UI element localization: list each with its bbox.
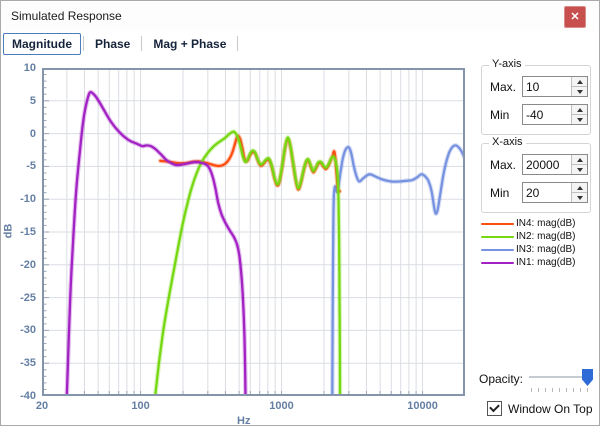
checkbox-icon [487, 401, 502, 416]
side-panel: Y-axis Max. Min [471, 55, 599, 425]
checkmark-icon [489, 401, 500, 413]
x-min-input[interactable] [523, 183, 571, 202]
tab-separator [237, 36, 239, 51]
y-max-decrement-button[interactable] [572, 87, 587, 96]
y-min-increment-button[interactable] [572, 105, 587, 115]
y-tick-label: 5 [29, 94, 36, 107]
y-min-spinbox [522, 104, 588, 125]
slider-thumb[interactable] [582, 369, 594, 386]
y-min-decrement-button[interactable] [572, 115, 587, 124]
y-tick-label: -10 [20, 193, 36, 206]
x-min-label: Min [490, 185, 510, 200]
x-tick-label: 20 [35, 400, 49, 412]
legend-label: IN4: mag(dB) [516, 218, 576, 229]
legend-line-swatch [481, 222, 514, 225]
x-tick-label: 10000 [407, 400, 438, 412]
y-min-label: Min [490, 107, 510, 122]
y-max-increment-button[interactable] [572, 77, 587, 87]
x-tick-label: 100 [131, 400, 150, 412]
y-tick-label: -30 [20, 324, 36, 337]
close-button[interactable]: ✕ [564, 6, 586, 28]
y-max-spinbox [522, 76, 588, 97]
legend: IN4: mag(dB) IN2: mag(dB) IN3: mag(dB) I… [481, 217, 597, 269]
tab-mag-phase[interactable]: Mag + Phase [153, 36, 227, 51]
tab-magnitude[interactable]: Magnitude [3, 32, 81, 55]
down-arrow-icon [576, 117, 583, 122]
x-tick-label: 1000 [269, 400, 294, 412]
legend-item: IN4: mag(dB) [481, 217, 597, 230]
y-tick-label: -25 [20, 291, 36, 304]
y-tick-label: -35 [20, 357, 36, 370]
x-max-spinbox [522, 154, 588, 175]
legend-label: IN3: mag(dB) [516, 244, 576, 255]
x-axis-groupbox: X-axis Max. Min [481, 136, 591, 213]
chart: dB Hz 10 5 0 -5 -10 -15 -20 -25 -30 -35 -40 20 100 10… [1, 55, 471, 426]
legend-label: IN1: mag(dB) [516, 257, 576, 268]
y-tick-label: -5 [26, 160, 36, 173]
slider-track[interactable] [529, 376, 594, 378]
down-arrow-icon [576, 167, 583, 172]
legend-item: IN2: mag(dB) [481, 230, 597, 243]
up-arrow-icon [576, 79, 583, 84]
legend-line-swatch [481, 261, 514, 264]
y-max-input[interactable] [523, 77, 571, 96]
x-axis-group-title: X-axis [489, 136, 526, 148]
down-arrow-icon [576, 195, 583, 200]
legend-item: IN1: mag(dB) [481, 256, 597, 269]
title-bar: Simulated Response ✕ [1, 1, 599, 31]
y-tick-label: -40 [20, 390, 36, 402]
x-axis-title: Hz [237, 415, 251, 426]
tab-bar: Magnitude Phase Mag + Phase [3, 32, 240, 55]
opacity-label: Opacity: [479, 372, 524, 386]
x-max-input[interactable] [523, 155, 571, 174]
y-tick-label: -20 [20, 258, 36, 271]
legend-item: IN3: mag(dB) [481, 243, 597, 256]
opacity-slider[interactable] [529, 369, 594, 392]
plot-canvas [42, 68, 465, 396]
up-arrow-icon [576, 157, 583, 162]
legend-line-swatch [481, 248, 514, 251]
close-icon: ✕ [570, 10, 580, 23]
x-min-increment-button[interactable] [572, 183, 587, 193]
y-max-label: Max. [490, 79, 517, 94]
down-arrow-icon [576, 89, 583, 94]
y-min-input[interactable] [523, 105, 571, 124]
y-axis-group-title: Y-axis [489, 58, 525, 70]
window-title: Simulated Response [11, 9, 122, 23]
x-min-spinbox [522, 182, 588, 203]
x-max-label: Max. [490, 157, 517, 172]
x-max-decrement-button[interactable] [572, 165, 587, 174]
y-tick-label: 10 [23, 62, 36, 74]
plot-area: 10 5 0 -5 -10 -15 -20 -25 -30 -35 -40 20 100 1000 1000… [20, 62, 465, 412]
slider-ticks [531, 388, 592, 392]
window-on-top-label: Window On Top [508, 401, 593, 416]
y-axis-groupbox: Y-axis Max. Min [481, 58, 591, 135]
up-arrow-icon [576, 185, 583, 190]
window-on-top-checkbox[interactable]: Window On Top [487, 401, 593, 416]
tab-separator [141, 36, 143, 51]
tab-phase[interactable]: Phase [95, 36, 131, 51]
x-max-increment-button[interactable] [572, 155, 587, 165]
x-min-decrement-button[interactable] [572, 193, 587, 202]
y-tick-label: -15 [20, 226, 36, 238]
opacity-control: Opacity: [479, 369, 599, 392]
tab-separator [83, 36, 84, 51]
legend-label: IN2: mag(dB) [516, 231, 576, 242]
y-tick-label: 0 [29, 127, 36, 140]
up-arrow-icon [576, 107, 583, 112]
legend-line-swatch [481, 235, 514, 238]
